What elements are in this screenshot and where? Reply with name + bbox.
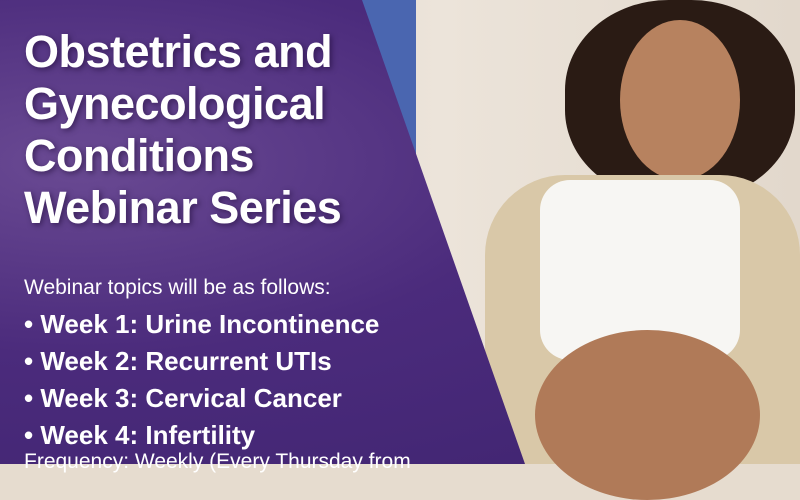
title-line: Webinar Series — [24, 182, 342, 233]
topic-item: Week 3: Cervical Cancer — [24, 380, 379, 417]
title-line: Gynecological — [24, 78, 326, 129]
page-title: Obstetrics and Gynecological Conditions … — [24, 26, 342, 234]
title-line: Conditions — [24, 130, 254, 181]
frequency-text: Frequency: Weekly (Every Thursday from — [24, 450, 411, 473]
topics-intro: Webinar topics will be as follows: — [24, 276, 331, 299]
topic-list: Week 1: Urine Incontinence Week 2: Recur… — [24, 306, 379, 454]
title-line: Obstetrics and — [24, 26, 333, 77]
topic-item: Week 4: Infertility — [24, 417, 379, 454]
topic-item: Week 2: Recurrent UTIs — [24, 343, 379, 380]
belly — [535, 330, 760, 500]
face — [620, 20, 740, 180]
topic-item: Week 1: Urine Incontinence — [24, 306, 379, 343]
